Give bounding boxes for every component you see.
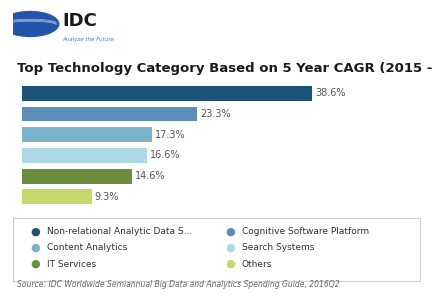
Text: 23.3%: 23.3% <box>200 109 231 119</box>
Bar <box>22 127 152 142</box>
Text: Search Systems: Search Systems <box>242 243 314 252</box>
Circle shape <box>2 12 59 36</box>
Bar <box>22 86 312 101</box>
Text: ●: ● <box>30 259 40 269</box>
Text: Source: IDC Worldwide Semiannual Big Data and Analytics Spending Guide, 2016Q2: Source: IDC Worldwide Semiannual Big Dat… <box>17 280 340 289</box>
Text: Analyze the Future: Analyze the Future <box>62 37 114 42</box>
Bar <box>22 169 132 184</box>
Text: Content Analytics: Content Analytics <box>47 243 127 252</box>
Text: ●: ● <box>225 243 235 253</box>
Text: Others: Others <box>242 260 272 268</box>
Bar <box>22 189 92 204</box>
Text: 17.3%: 17.3% <box>155 130 186 140</box>
Text: ●: ● <box>225 259 235 269</box>
Text: ●: ● <box>225 226 235 237</box>
Text: 38.6%: 38.6% <box>315 88 346 98</box>
Text: 16.6%: 16.6% <box>150 150 180 160</box>
Text: ●: ● <box>30 226 40 237</box>
Text: ●: ● <box>30 243 40 253</box>
Text: Cognitive Software Platform: Cognitive Software Platform <box>242 227 369 236</box>
Bar <box>22 107 197 121</box>
Text: Top Technology Category Based on 5 Year CAGR (2015 - 2020): Top Technology Category Based on 5 Year … <box>17 62 433 75</box>
Text: IDC: IDC <box>62 12 97 30</box>
Text: IT Services: IT Services <box>47 260 96 268</box>
Bar <box>22 148 147 163</box>
Text: Non-relational Analytic Data S...: Non-relational Analytic Data S... <box>47 227 192 236</box>
Text: 14.6%: 14.6% <box>135 171 165 181</box>
Text: 9.3%: 9.3% <box>95 192 119 202</box>
